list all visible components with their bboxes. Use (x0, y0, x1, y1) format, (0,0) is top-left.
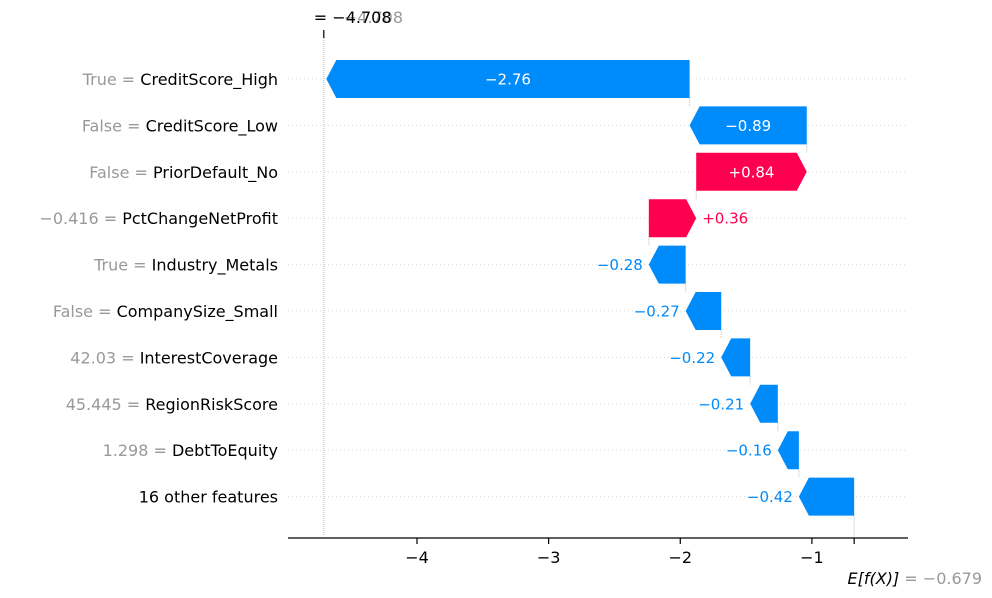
feature-name: PctChangeNetProfit (122, 209, 278, 228)
feature-label: False = PriorDefault_No (89, 163, 278, 183)
waterfall-bar-creditscore-low (689, 106, 807, 145)
bar-value-label: −0.28 (597, 256, 643, 274)
feature-name: RegionRiskScore (145, 395, 278, 414)
feature-name: CompanySize_Small (117, 302, 278, 322)
feature-label: True = CreditScore_High (82, 70, 278, 90)
reference-lines (323, 32, 855, 538)
bar-value-label: −0.27 (634, 303, 680, 321)
feature-value: 45.445 = (66, 395, 146, 414)
fx-value-gray: −4.708 (344, 8, 403, 27)
feature-label: False = CreditScore_Low (82, 116, 278, 136)
gridlines (288, 78, 908, 498)
feature-value: 42.03 = (70, 348, 139, 367)
feature-name: PriorDefault_No (153, 163, 278, 183)
bar-value-label: −0.16 (726, 442, 772, 460)
feature-value: −0.416 = (39, 209, 122, 228)
feature-name: CreditScore_Low (146, 116, 278, 136)
bar-value-label: −0.42 (747, 488, 793, 506)
expected-value-label: E[f(X)] = −0.679 (848, 569, 982, 588)
x-tick-label: −4 (405, 548, 429, 567)
feature-value: False = (89, 163, 153, 182)
expected-value: = −0.679 (899, 569, 982, 588)
feature-value: False = (53, 302, 117, 321)
waterfall-bar-priordefault-no (696, 152, 807, 191)
waterfall-bar-debttoequity (777, 431, 799, 470)
waterfall-bar-pctchangenetprofit (648, 199, 697, 238)
feature-value: True = (93, 256, 152, 275)
fx-value-black: = −4.708 (314, 8, 392, 27)
feature-label: 16 other features (139, 488, 278, 507)
x-axis: −4 −3 −2 −1 E[f(X)] = −0.679 (288, 537, 982, 588)
feature-name: Industry_Metals (152, 256, 278, 276)
x-tick-label: −1 (800, 548, 824, 567)
waterfall-bar-regionriskscore (750, 384, 778, 423)
x-tick-label: −3 (537, 548, 561, 567)
feature-label: 42.03 = InterestCoverage (70, 348, 278, 367)
bar-value-label: +0.36 (702, 210, 748, 228)
feature-value: 1.298 = (103, 441, 172, 460)
feature-name: CreditScore_High (140, 70, 278, 90)
feature-label: −0.416 = PctChangeNetProfit (39, 209, 278, 228)
bar-value-label: −0.89 (725, 117, 771, 135)
feature-label: 1.298 = DebtToEquity (103, 441, 278, 460)
waterfall-bar-16-other-features (798, 477, 855, 516)
feature-label: False = CompanySize_Small (53, 302, 278, 322)
waterfall-bar-interestcoverage (721, 338, 751, 377)
bar-value-label: −0.21 (698, 395, 744, 413)
feature-name: InterestCoverage (140, 348, 278, 367)
feature-label: 45.445 = RegionRiskScore (66, 395, 278, 414)
bar-value-label: −2.76 (485, 71, 531, 89)
waterfall-bar-creditscore-high (326, 60, 690, 98)
bars: −2.76 −0.89 +0.84 +0.36 −0.28 −0.27 −0.22 −0.21… (326, 60, 855, 516)
waterfall-bar-industry-metals (648, 245, 686, 284)
feature-value: False = (82, 116, 146, 135)
waterfall-bar-companysize-small (685, 292, 722, 330)
x-tick-label: −2 (668, 548, 692, 567)
expected-label: E[f(X)] (848, 569, 900, 588)
feature-name: DebtToEquity (172, 441, 278, 460)
fx-annotation: −4.708= −4.708 (314, 8, 403, 38)
feature-label: True = Industry_Metals (93, 256, 278, 276)
feature-value: True = (82, 70, 141, 89)
feature-name: 16 other features (139, 488, 278, 507)
bar-value-label: −0.22 (669, 349, 715, 367)
feature-labels: True = CreditScore_High False = CreditSco… (39, 70, 278, 507)
bar-value-label: +0.84 (729, 163, 775, 181)
